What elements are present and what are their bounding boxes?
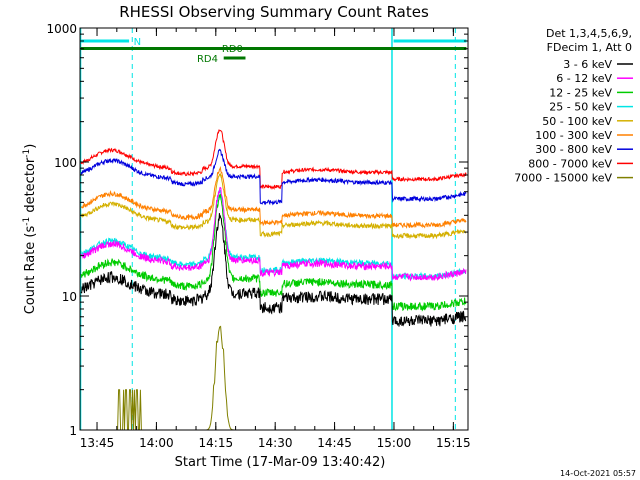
legend-entry-label: 12 - 25 keV: [549, 86, 612, 99]
legend-entry-label: 25 - 50 keV: [549, 101, 612, 114]
series-line: [80, 129, 467, 190]
data-layer: [80, 28, 467, 431]
y-axis-label-part: ): [23, 144, 38, 149]
x-tick-label: 14:15: [199, 436, 234, 450]
legend-entry-label: 6 - 12 keV: [556, 72, 612, 85]
y-tick-label: 1: [69, 424, 77, 438]
flags-layer: N RD0 RD4: [80, 37, 467, 65]
legend-entry-label: 800 - 7000 keV: [528, 157, 612, 170]
series-line: [80, 193, 467, 312]
flag-label: N: [134, 37, 141, 48]
legend-entry-label: 7000 - 15000 keV: [514, 172, 612, 185]
timestamp: 14-Oct-2021 05:57: [560, 469, 636, 478]
y-axis: 1 10 100 1000: [46, 22, 468, 438]
flag-label: RD0: [222, 44, 243, 55]
series-line: [80, 173, 467, 240]
x-tick-label: 15:00: [377, 436, 412, 450]
plot-frame: [79, 27, 469, 431]
chart-title: RHESSI Observing Summary Count Rates: [119, 3, 429, 21]
x-tick-label: 15:15: [436, 436, 471, 450]
series-line: [80, 165, 467, 229]
x-tick-label: 14:30: [258, 436, 293, 450]
series-line: [91, 325, 466, 431]
x-axis-label: Start Time (17-Mar-09 13:40:42): [175, 455, 386, 470]
legend-entry-label: 100 - 300 keV: [535, 129, 612, 142]
y-axis-label-part: detector: [23, 157, 38, 217]
legend-entry-label: 300 - 800 keV: [535, 143, 612, 156]
legend-entry-label: 50 - 100 keV: [542, 115, 612, 128]
y-axis-label: Count Rate (s-1 detector-1): [22, 144, 38, 315]
legend-header-1: Det 1,3,4,5,6,9,: [546, 27, 632, 40]
y-axis-label-sup: -1: [22, 149, 32, 158]
series-line: [80, 213, 467, 327]
x-tick-label: 14:45: [317, 436, 352, 450]
legend-header-2: FDecim 1, Att 0: [547, 41, 632, 54]
y-axis-label-sup: -1: [22, 217, 32, 226]
y-tick-label: 1000: [46, 22, 77, 36]
y-tick-label: 10: [62, 290, 77, 304]
series-line: [80, 187, 467, 282]
series-line: [80, 148, 467, 206]
flag-label: RD4: [197, 54, 218, 65]
legend-entry-label: 3 - 6 keV: [563, 58, 612, 71]
x-tick-label: 13:45: [80, 436, 115, 450]
y-axis-label-part: Count Rate (s: [23, 226, 38, 315]
x-tick-label: 14:00: [139, 436, 174, 450]
y-tick-label: 100: [54, 156, 77, 170]
x-axis: 13:45 14:00 14:15 14:30 14:45 15:00 15:15: [80, 28, 471, 450]
